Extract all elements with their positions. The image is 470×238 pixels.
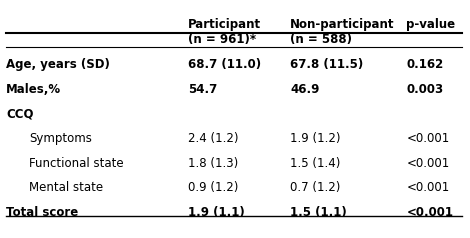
Text: Participant
(n = 961)*: Participant (n = 961)* <box>188 18 261 46</box>
Text: p-value: p-value <box>407 18 455 31</box>
Text: 54.7: 54.7 <box>188 83 217 95</box>
Text: <0.001: <0.001 <box>407 206 454 219</box>
Text: 1.9 (1.1): 1.9 (1.1) <box>188 206 244 219</box>
Text: 0.9 (1.2): 0.9 (1.2) <box>188 181 238 194</box>
Text: Symptoms: Symptoms <box>29 132 92 145</box>
Text: Total score: Total score <box>6 206 78 219</box>
Text: 0.162: 0.162 <box>407 58 444 71</box>
Text: Age, years (SD): Age, years (SD) <box>6 58 110 71</box>
Text: 46.9: 46.9 <box>290 83 319 95</box>
Text: 68.7 (11.0): 68.7 (11.0) <box>188 58 261 71</box>
Text: <0.001: <0.001 <box>407 181 450 194</box>
Text: 67.8 (11.5): 67.8 (11.5) <box>290 58 363 71</box>
Text: 0.003: 0.003 <box>407 83 444 95</box>
Text: Functional state: Functional state <box>29 157 124 170</box>
Text: Males,%: Males,% <box>6 83 61 95</box>
Text: Mental state: Mental state <box>29 181 103 194</box>
Text: <0.001: <0.001 <box>407 157 450 170</box>
Text: 1.5 (1.4): 1.5 (1.4) <box>290 157 340 170</box>
Text: 2.4 (1.2): 2.4 (1.2) <box>188 132 238 145</box>
Text: 0.7 (1.2): 0.7 (1.2) <box>290 181 340 194</box>
Text: CCQ: CCQ <box>6 107 33 120</box>
Text: 1.8 (1.3): 1.8 (1.3) <box>188 157 238 170</box>
Text: 1.5 (1.1): 1.5 (1.1) <box>290 206 347 219</box>
Text: 1.9 (1.2): 1.9 (1.2) <box>290 132 340 145</box>
Text: Non-participant
(n = 588): Non-participant (n = 588) <box>290 18 394 46</box>
Text: <0.001: <0.001 <box>407 132 450 145</box>
